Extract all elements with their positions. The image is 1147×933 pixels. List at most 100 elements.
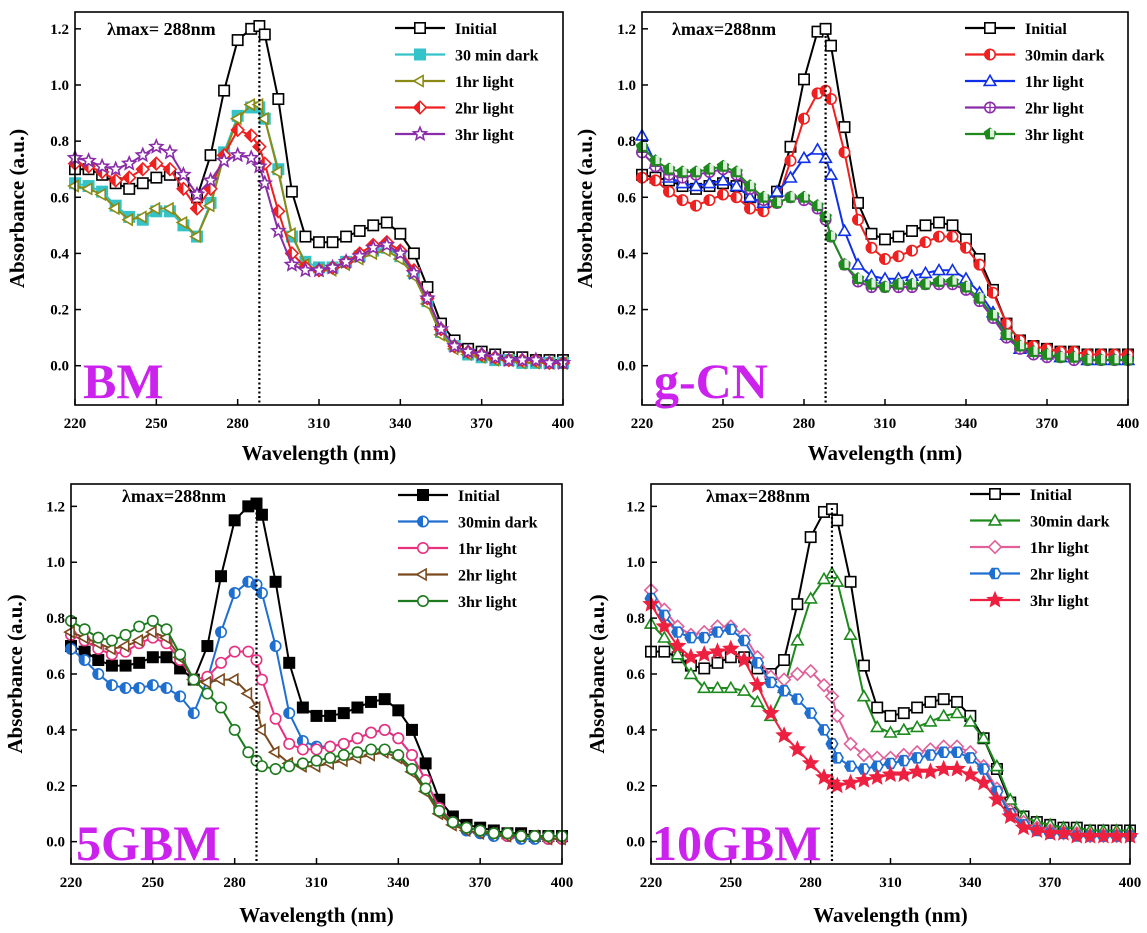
lambda-max-annotation: λmax= 288nm: [107, 19, 216, 39]
data-point: [299, 230, 312, 243]
data-point: [270, 165, 283, 179]
legend: Initial 30min dark 1hr light 2hr light 3hr l…: [965, 21, 1105, 144]
data-point: [950, 746, 964, 759]
data-point: [730, 191, 743, 204]
data-point: [973, 258, 986, 271]
x-tick-label: 340: [389, 416, 412, 432]
data-point: [296, 701, 309, 714]
y-tick-label: 1.0: [626, 555, 645, 571]
data-point: [804, 707, 818, 719]
data-point: [896, 722, 911, 736]
data-point: [801, 754, 820, 771]
data-point: [856, 747, 872, 763]
data-point: [892, 230, 905, 243]
data-point: [148, 156, 164, 171]
legend-item: Initial: [965, 21, 1067, 38]
legend-item: 30 min dark: [395, 48, 539, 65]
data-point: [936, 708, 951, 722]
data-point: [174, 690, 187, 703]
legend-item: 1hr light: [398, 541, 518, 558]
data-point: [394, 227, 407, 240]
data-point: [405, 749, 418, 762]
data-point: [312, 236, 325, 249]
series-3hr-light: [65, 614, 568, 843]
legend-label: 2hr light: [455, 101, 515, 118]
series-line: [70, 619, 562, 838]
x-tick-label: 340: [955, 416, 978, 432]
data-point: [160, 681, 173, 694]
data-point: [905, 224, 918, 237]
data-point: [905, 277, 919, 290]
y-tick-label: 0.0: [50, 359, 69, 375]
data-point: [878, 280, 892, 293]
data-point: [108, 173, 124, 188]
data-point: [764, 676, 778, 689]
data-point: [160, 623, 173, 636]
plot-frame: [74, 11, 564, 406]
data-point: [824, 689, 840, 704]
data-point: [871, 701, 884, 714]
data-point: [703, 162, 716, 175]
data-point: [378, 236, 396, 253]
data-point: [757, 190, 770, 203]
data-point: [854, 770, 873, 788]
data-point: [881, 765, 900, 783]
x-tick-label: 280: [226, 416, 249, 432]
data-point: [162, 201, 174, 216]
data-point: [187, 707, 200, 720]
data-point: [844, 575, 857, 588]
data-point: [460, 821, 473, 834]
x-tick-label: 400: [552, 416, 575, 432]
legend-marker: [983, 48, 996, 61]
data-point: [324, 258, 341, 275]
data-point: [252, 139, 267, 155]
data-point: [1067, 350, 1081, 363]
sample-label: g-CN: [654, 353, 768, 409]
data-point: [148, 201, 161, 216]
data-point: [146, 679, 159, 692]
x-axis-title: Wavelength (nm): [808, 441, 963, 465]
x-axis-title: Wavelength (nm): [239, 903, 394, 927]
data-point: [668, 636, 687, 654]
legend-marker: [412, 100, 428, 115]
data-point: [228, 645, 241, 658]
y-tick-label: 0.8: [46, 611, 65, 627]
data-point: [662, 162, 676, 175]
y-tick-label: 0.6: [617, 190, 636, 206]
data-point: [1028, 821, 1046, 839]
data-point: [790, 633, 805, 646]
data-point: [213, 672, 225, 687]
data-point: [784, 154, 797, 167]
data-point: [689, 165, 703, 178]
data-point: [722, 639, 740, 657]
data-point: [240, 686, 253, 701]
data-point: [857, 659, 870, 672]
data-point: [419, 289, 436, 306]
y-tick-label: 1.2: [50, 22, 69, 38]
data-point: [270, 222, 287, 239]
data-point: [133, 681, 146, 694]
data-point: [823, 167, 839, 180]
data-point: [310, 754, 323, 767]
legend-marker: [987, 539, 1003, 555]
data-point: [351, 746, 364, 759]
data-point: [378, 693, 391, 706]
data-point: [670, 647, 685, 660]
data-point: [959, 280, 973, 293]
data-point: [296, 757, 309, 770]
data-point: [258, 28, 271, 41]
data-point: [698, 662, 711, 675]
data-point: [948, 759, 966, 777]
data-point: [777, 684, 791, 697]
data-point: [742, 190, 758, 203]
data-point: [710, 626, 725, 638]
data-point: [775, 726, 793, 744]
data-point: [989, 758, 1005, 772]
x-axis-title: Wavelength (nm): [813, 903, 968, 927]
data-point: [716, 188, 729, 201]
legend-label: 30min dark: [1030, 514, 1110, 531]
data-point: [769, 184, 785, 197]
data-point: [446, 337, 463, 354]
legend-label: 2hr light: [1030, 567, 1090, 584]
sample-label: BM: [83, 353, 164, 409]
